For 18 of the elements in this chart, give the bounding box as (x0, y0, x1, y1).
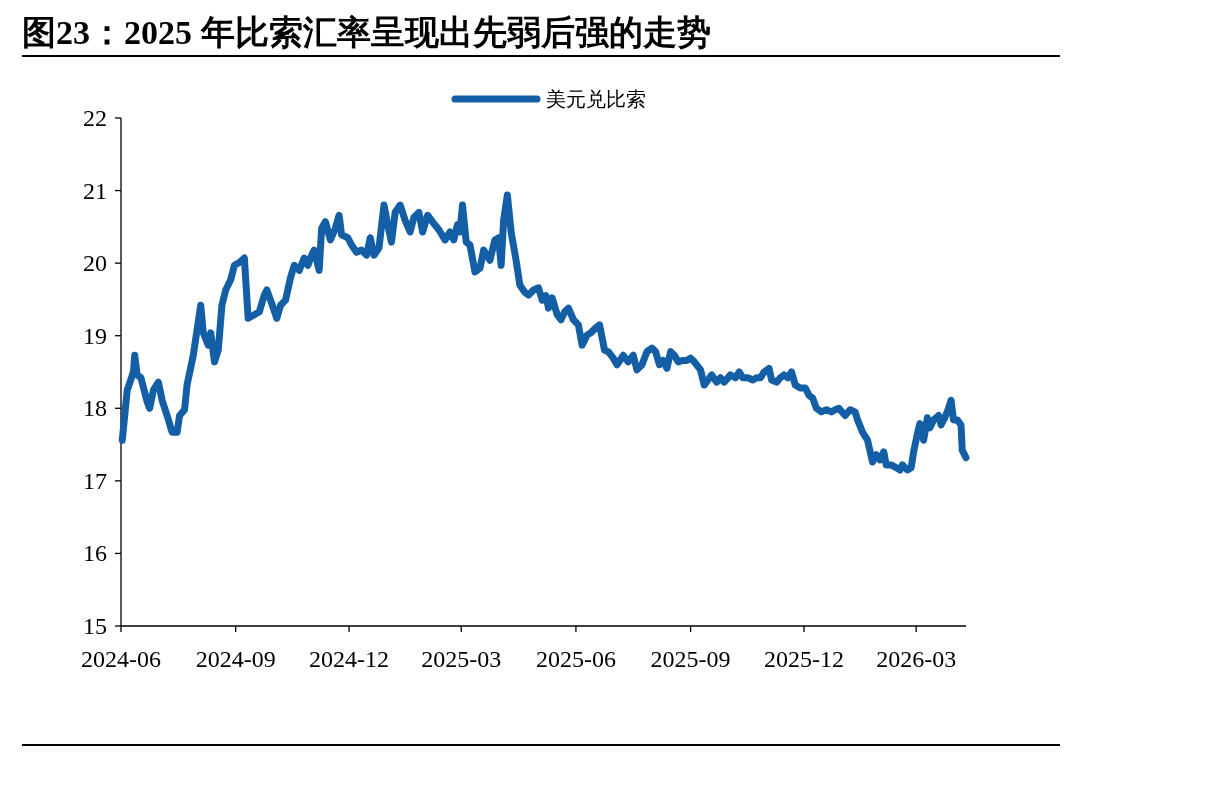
y-tick-label: 21 (83, 177, 107, 204)
y-tick-label: 20 (83, 250, 107, 277)
y-tick-label: 22 (83, 105, 107, 131)
x-tick-label: 2026-03 (876, 646, 957, 672)
y-tick-label: 19 (83, 322, 107, 349)
x-tick-label: 2025-03 (421, 646, 502, 672)
chart-title: 图23：2025 年比索汇率呈现出先弱后强的走势 (22, 14, 711, 51)
y-tick-label: 15 (83, 613, 107, 639)
x-tick-label: 2025-06 (535, 646, 616, 672)
x-tick-label: 2024-09 (195, 646, 276, 672)
x-tick-label: 2025-09 (650, 646, 731, 672)
y-tick-label: 17 (83, 467, 107, 494)
y-tick-label: 18 (83, 395, 107, 422)
legend-label: 美元兑比索 (546, 88, 646, 110)
x-tick-label: 2024-06 (81, 646, 161, 672)
x-tick-label: 2024-12 (309, 646, 390, 672)
y-tick-label: 16 (83, 540, 107, 567)
x-tick-label: 2025-12 (763, 646, 844, 672)
